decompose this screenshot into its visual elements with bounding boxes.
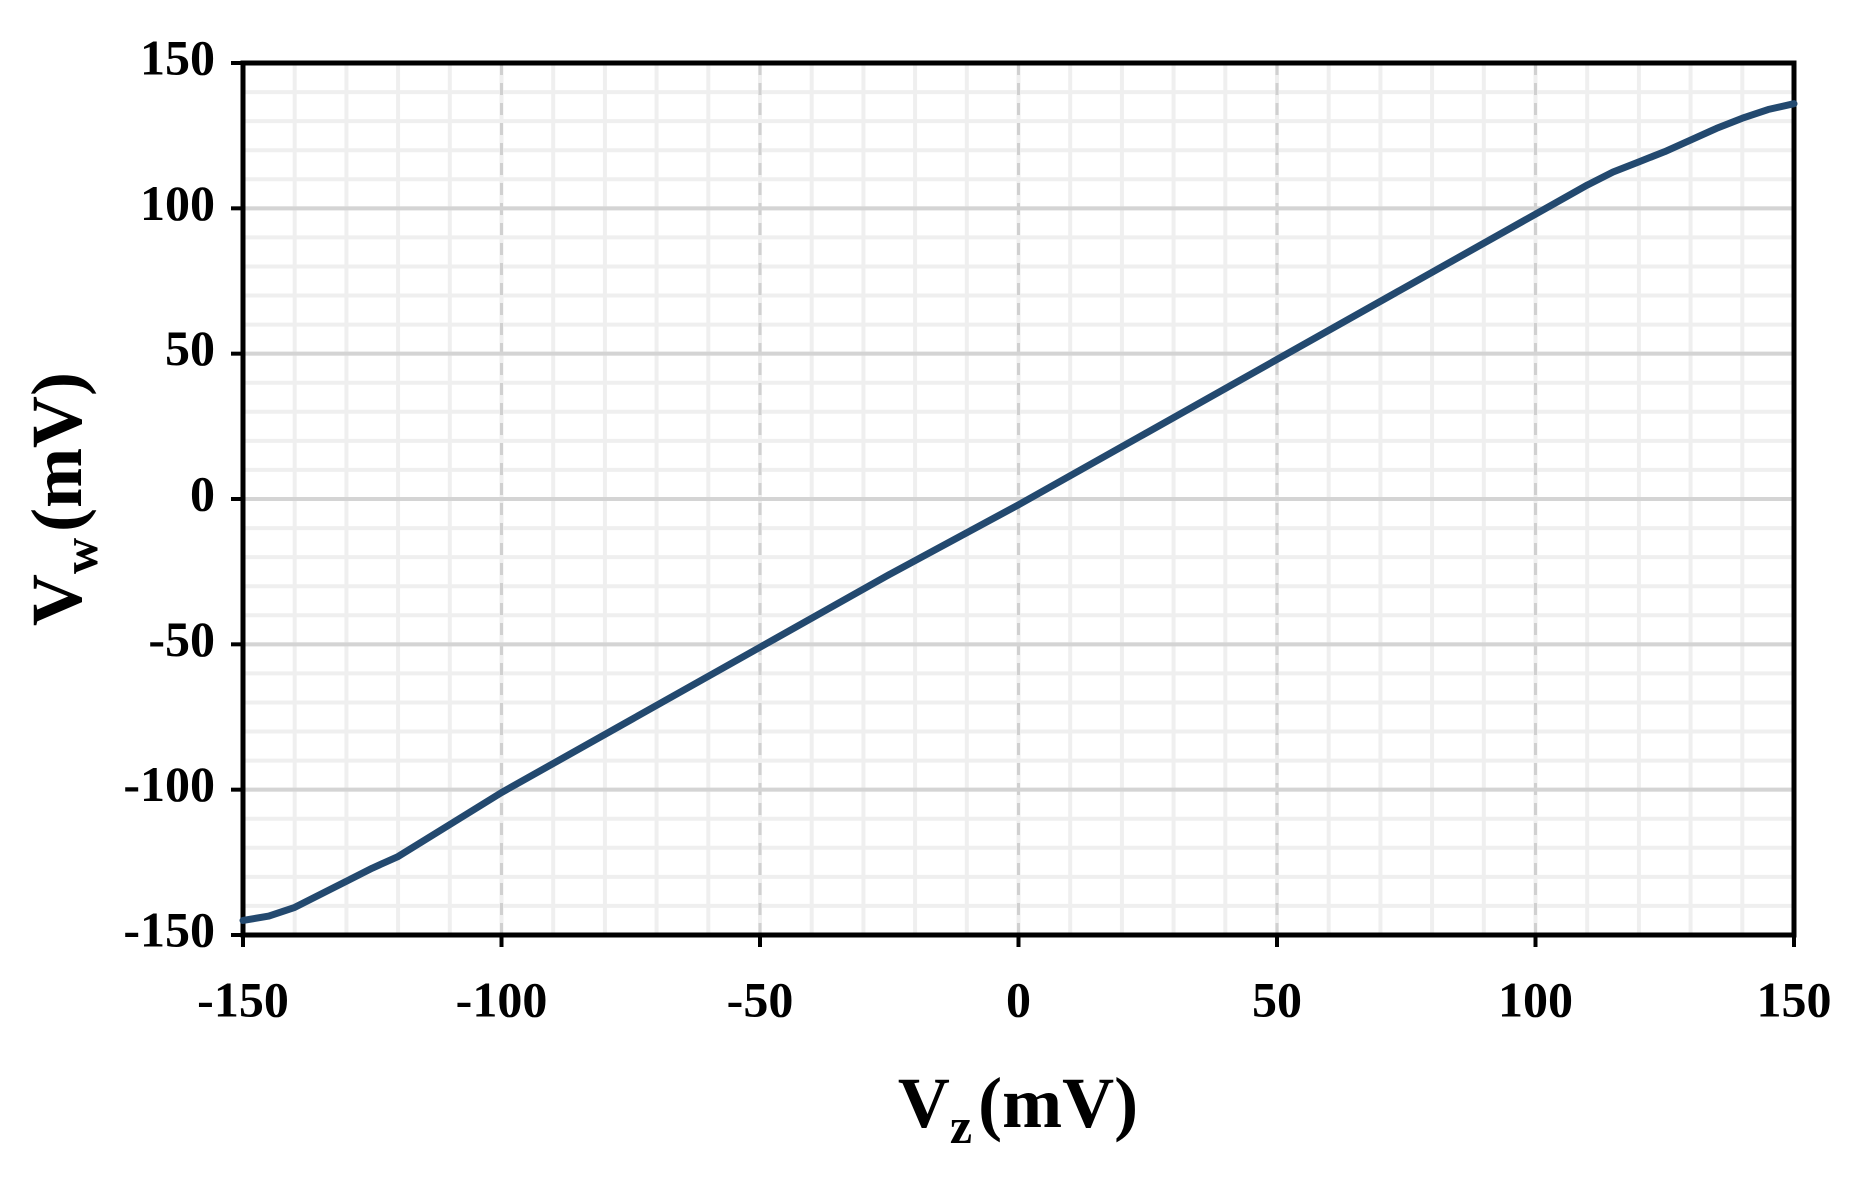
x-tick-label: -50 <box>727 971 794 1027</box>
data-line <box>239 100 1798 924</box>
x-tick-label: 0 <box>1006 971 1031 1027</box>
x-tick-label: 150 <box>1757 971 1832 1027</box>
x-tick-label: -100 <box>456 971 548 1027</box>
y-tick-label: -150 <box>123 901 215 957</box>
y-tick-label: 50 <box>165 320 215 376</box>
x-tick-label: 100 <box>1498 971 1573 1027</box>
y-tick-label: 100 <box>140 175 215 231</box>
x-tick-label: 50 <box>1252 971 1302 1027</box>
plot-frame <box>240 60 1797 938</box>
x-tick-label: -150 <box>197 971 289 1027</box>
x-axis-label: Vz(mV) <box>898 1063 1138 1155</box>
y-tick-label: 0 <box>190 465 215 521</box>
y-axis-label: Vw(mV) <box>17 372 109 626</box>
y-tick-label: 150 <box>140 29 215 85</box>
y-tick-label: -100 <box>123 756 215 812</box>
y-tick-label: -50 <box>148 611 215 667</box>
